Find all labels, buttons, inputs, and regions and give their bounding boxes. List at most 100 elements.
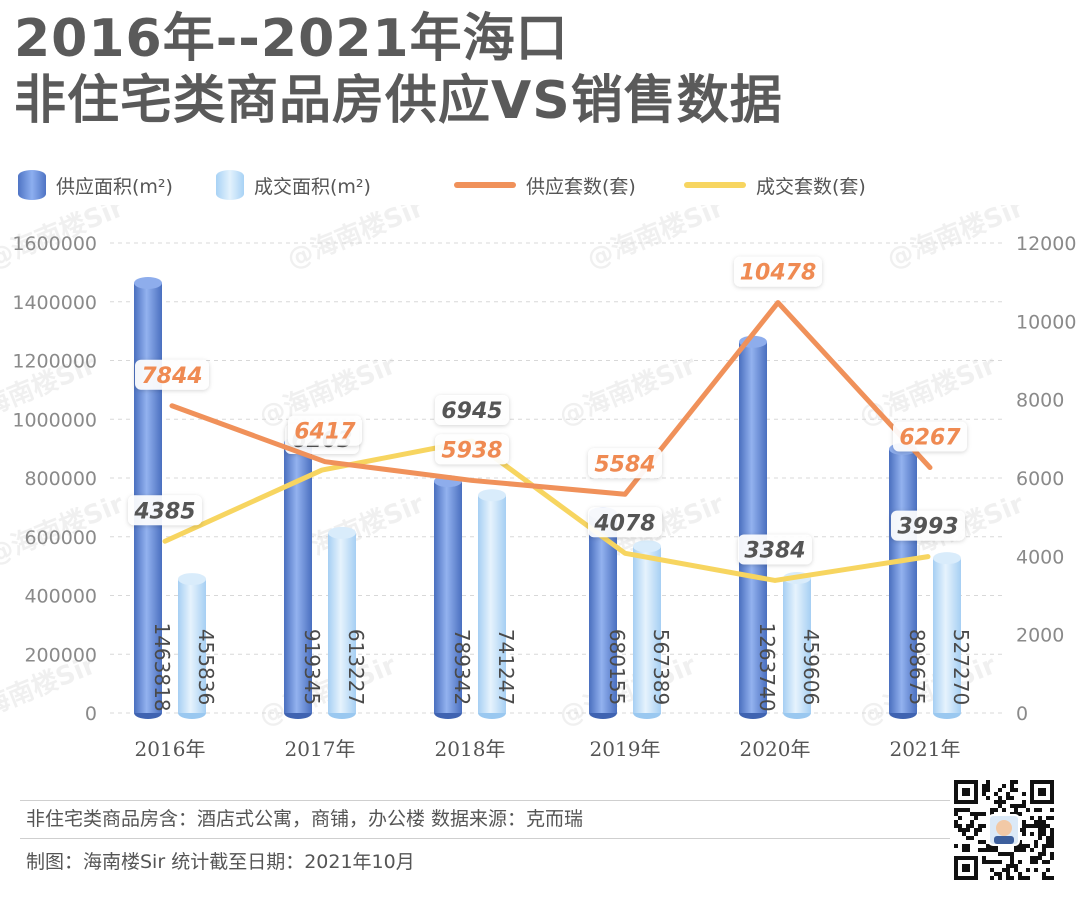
qr-module (1022, 876, 1026, 880)
x-tick-label: 2021年 (890, 737, 961, 761)
qr-module (1014, 848, 1018, 852)
line-supply-units-label: 10478 (740, 261, 817, 286)
qr-module (1014, 868, 1018, 872)
qr-module (1042, 832, 1046, 836)
qr-module (1030, 860, 1034, 864)
qr-module (962, 832, 966, 836)
legend-swatch-sold-area (216, 170, 244, 200)
bar-value-label: 613227 (344, 629, 368, 705)
qr-module (970, 824, 974, 828)
qr-module (970, 836, 974, 840)
bar-sold-area-body (783, 577, 811, 713)
qr-module (962, 808, 966, 812)
qr-module (986, 860, 990, 864)
qr-module (970, 812, 974, 816)
bar-sold-area-top (478, 489, 506, 502)
legend-swatch-sold-units (684, 182, 746, 188)
qr-module (1006, 792, 1010, 796)
x-tick-label: 2018年 (435, 737, 506, 761)
qr-module (986, 796, 990, 800)
qr-module (966, 844, 970, 848)
qr-module (1030, 832, 1034, 836)
bar-value-label: 789342 (450, 629, 474, 705)
y-tick-label-left: 0 (85, 703, 97, 725)
qr-module (966, 824, 970, 828)
chart-title-line2: 非住宅类商品房供应VS销售数据 (14, 71, 783, 131)
qr-module (1014, 808, 1018, 812)
qr-module (1026, 844, 1030, 848)
qr-module (954, 824, 958, 828)
qr-module (1014, 780, 1018, 784)
qr-module (958, 816, 962, 820)
line-supply-units-label-bg (734, 256, 822, 287)
y-tick-label-left: 1200000 (12, 351, 97, 373)
qr-module (978, 848, 982, 852)
legend-swatch-supply-units (454, 182, 516, 188)
y-tick-label-right: 2000 (1016, 625, 1064, 647)
qr-module (970, 820, 974, 824)
qr-module (1042, 872, 1046, 876)
qr-logo-body-icon (994, 836, 1014, 844)
bar-sold-area-body (633, 546, 661, 713)
qr-module (1010, 784, 1014, 788)
qr-module (1022, 804, 1026, 808)
qr-module (1046, 836, 1050, 840)
watermark-text: @海南楼Sir (555, 350, 700, 432)
qr-module (1010, 860, 1014, 864)
footer-divider (20, 800, 950, 801)
chart-title: 2016年--2021年海口 非住宅类商品房供应VS销售数据 (14, 8, 783, 132)
bar-supply-area-body (434, 481, 462, 713)
qr-module (1042, 860, 1046, 864)
qr-module (1038, 820, 1042, 824)
qr-module (1010, 804, 1014, 808)
qr-module (1046, 868, 1050, 872)
qr-module (1026, 824, 1030, 828)
y-tick-label-right: 0 (1016, 703, 1028, 725)
bar-sold-area-top (328, 526, 356, 539)
qr-finder-core (1038, 788, 1046, 796)
qr-module (1034, 820, 1038, 824)
line-sold-units-label-bg (588, 507, 662, 538)
qr-module (1018, 848, 1022, 852)
line-sold-units-label-bg (128, 495, 202, 526)
line-supply-units-label: 6267 (899, 426, 961, 451)
y-tick-label-right: 8000 (1016, 390, 1064, 412)
qr-module (1018, 876, 1022, 880)
line-sold-units (162, 438, 931, 583)
qr-module (990, 868, 994, 872)
qr-module (1018, 860, 1022, 864)
qr-module (1018, 812, 1022, 816)
qr-module (1002, 784, 1006, 788)
footer-divider (20, 838, 950, 839)
qr-module (974, 812, 978, 816)
qr-module (1010, 780, 1014, 784)
qr-module (1022, 844, 1026, 848)
line-supply-units-label: 5584 (594, 452, 655, 477)
qr-module (994, 848, 998, 852)
qr-module (990, 848, 994, 852)
qr-module (986, 844, 990, 848)
qr-module (1022, 824, 1026, 828)
qr-module (1030, 824, 1034, 828)
qr-module (1002, 868, 1006, 872)
qr-module (1002, 852, 1006, 856)
qr-module (986, 784, 990, 788)
qr-module (1014, 788, 1018, 792)
qr-module (998, 788, 1002, 792)
legend-label: 供应面积(m²) (56, 175, 173, 198)
qr-module (1038, 808, 1042, 812)
line-supply-units-label-bg (288, 415, 362, 446)
qr-module (1010, 796, 1014, 800)
qr-module (1014, 864, 1018, 868)
bar-value-label: 567389 (649, 629, 673, 705)
qr-module (1046, 824, 1050, 828)
qr-module (994, 872, 998, 876)
bar-value-label: 919345 (300, 629, 324, 705)
line-supply-units (169, 300, 933, 497)
bar-sold-area-top (633, 540, 661, 553)
qr-module (1034, 868, 1038, 872)
bar-value-label: 1263740 (755, 622, 779, 711)
qr-module (958, 828, 962, 832)
qr-finder-core (962, 788, 970, 796)
y-tick-label-right: 10000 (1016, 311, 1076, 333)
